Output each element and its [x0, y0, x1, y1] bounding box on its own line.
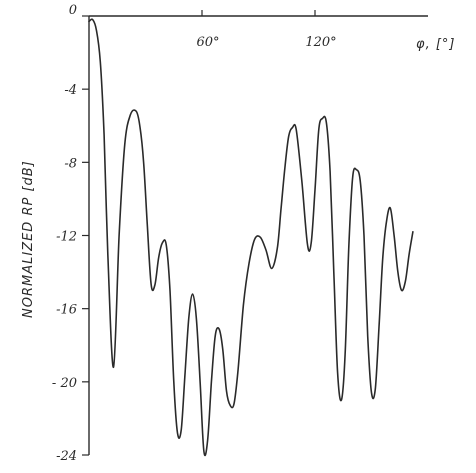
y-axis-title: NORMALIZED RP [dB] — [21, 160, 36, 318]
y-tick-label: -12 — [56, 230, 77, 245]
y-tick-label: -16 — [56, 303, 77, 318]
x-tick-label: 60° — [196, 35, 219, 50]
x-tick-label: 120° — [305, 35, 336, 50]
series-line — [88, 18, 414, 457]
y-ticks: 0 -4 -8 -12 -16 - 20 -24 — [52, 3, 89, 464]
x-axis-title: φ, [°] — [416, 37, 455, 52]
y-tick-label: -8 — [64, 156, 77, 171]
y-tick-label: 0 — [69, 3, 77, 18]
y-tick-label: - 20 — [52, 376, 77, 391]
y-tick-label: -24 — [56, 449, 77, 464]
y-tick-label: -4 — [64, 83, 77, 98]
x-ticks: 60° 120° — [196, 10, 337, 50]
